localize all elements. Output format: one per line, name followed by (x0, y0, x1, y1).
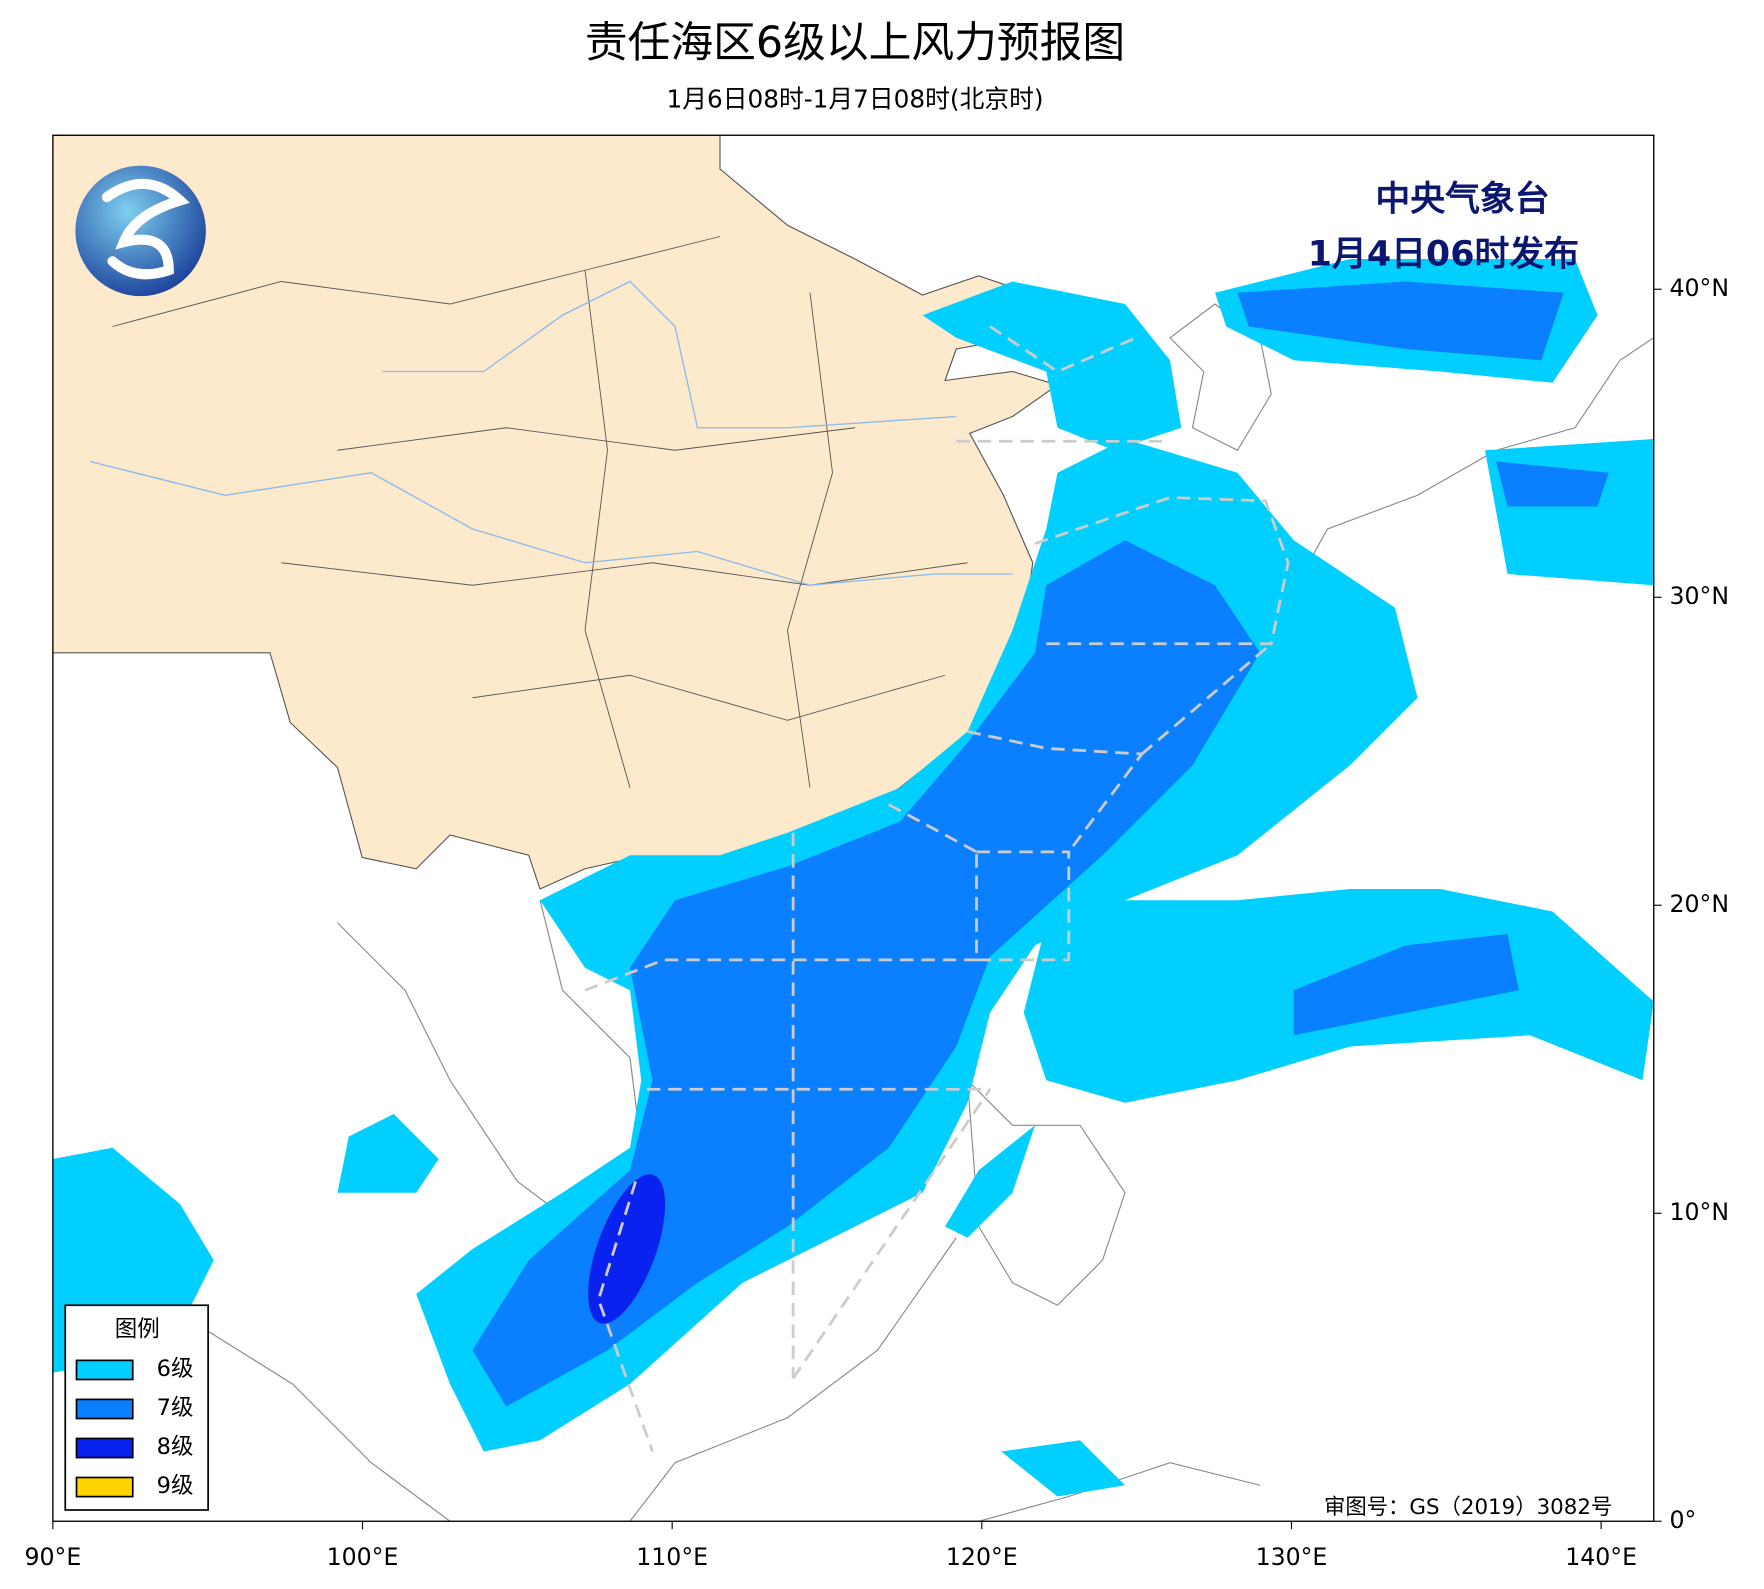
x-tick-label: 110°E (636, 1543, 708, 1571)
wind-7 (472, 281, 1609, 1407)
title: 责任海区6级以上风力预报图 (585, 18, 1125, 68)
map-frame (52, 134, 1655, 1522)
legend: 图例 6级 7级 8级 9级 (64, 1304, 209, 1511)
legend-label: 6级 (157, 1356, 194, 1382)
y-tick-label: 30°N (1670, 582, 1730, 610)
x-tick-label: 130°E (1256, 1543, 1328, 1571)
legend-swatch (75, 1359, 134, 1381)
x-tick-label: 140°E (1565, 1543, 1637, 1571)
y-tick-label: 0° (1670, 1506, 1697, 1534)
x-tick-label: 90°E (24, 1543, 81, 1571)
legend-title: 图例 (115, 1317, 160, 1343)
subtitle: 1月6日08时-1月7日08时(北京时) (667, 84, 1044, 113)
legend-label: 7级 (157, 1395, 194, 1421)
approval-number: 审图号：GS（2019）3082号 (1324, 1495, 1612, 1520)
y-tick-label: 20°N (1670, 890, 1730, 918)
y-tick-label: 10°N (1670, 1198, 1730, 1226)
legend-swatch (75, 1476, 134, 1498)
legend-label: 9级 (157, 1473, 194, 1499)
legend-label: 8级 (157, 1434, 194, 1460)
x-tick-label: 100°E (327, 1543, 399, 1571)
borders (112, 236, 968, 788)
wind-8 (588, 1174, 666, 1324)
sea-area-boundaries (584, 325, 1290, 1452)
y-tick-label: 40°N (1670, 274, 1730, 302)
map-body (52, 135, 1654, 1522)
legend-swatch (75, 1437, 134, 1459)
logo (75, 165, 206, 297)
rivers (89, 280, 1013, 586)
legend-swatch (75, 1398, 134, 1420)
x-tick-label: 120°E (946, 1543, 1018, 1571)
issue-time: 1月4日06时发布 (1308, 235, 1579, 275)
issuer: 中央气象台 (1375, 180, 1549, 220)
